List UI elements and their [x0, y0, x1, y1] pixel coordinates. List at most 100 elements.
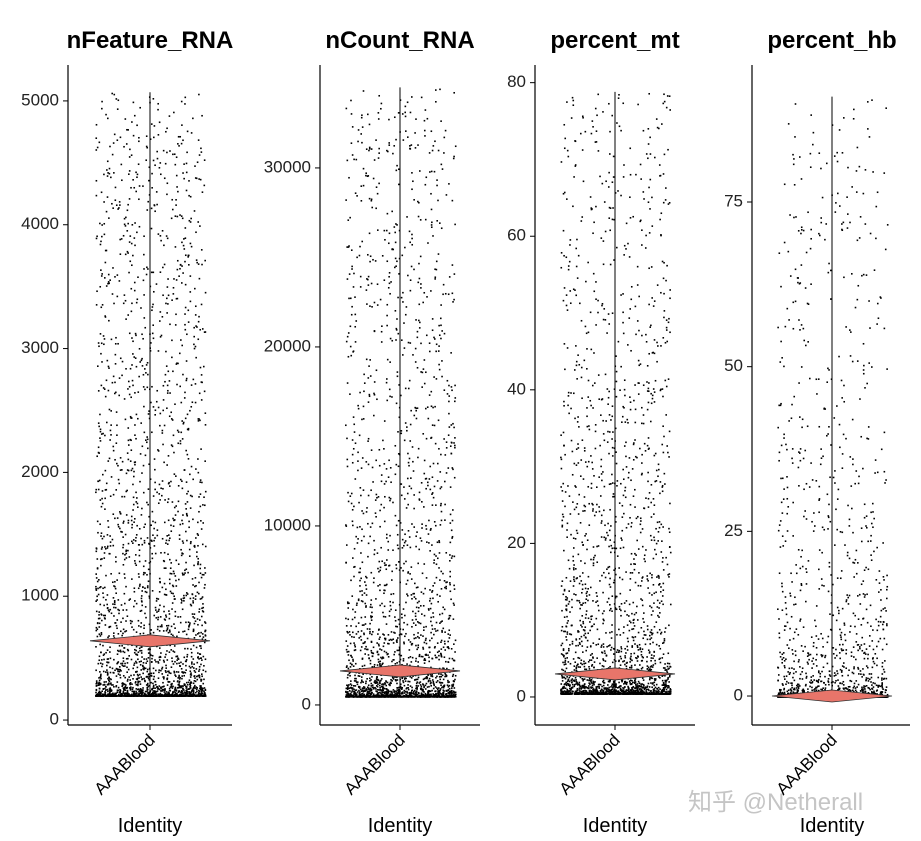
jitter-point	[406, 429, 408, 432]
jitter-point	[177, 442, 180, 445]
jitter-point	[131, 467, 134, 470]
jitter-point	[99, 440, 102, 442]
jitter-point	[384, 238, 386, 241]
jitter-point	[107, 609, 110, 611]
jitter-point	[405, 560, 407, 563]
jitter-point	[359, 391, 361, 394]
jitter-point	[383, 650, 386, 653]
jitter-point	[395, 169, 398, 172]
jitter-point	[199, 493, 202, 495]
jitter-point	[346, 684, 348, 687]
jitter-point	[365, 689, 368, 691]
jitter-point	[416, 586, 419, 589]
jitter-point	[127, 519, 130, 522]
jitter-point	[139, 664, 142, 666]
jitter-point	[158, 659, 161, 661]
jitter-point	[354, 662, 357, 665]
jitter-point	[192, 117, 194, 120]
jitter-point	[402, 354, 404, 356]
jitter-point	[181, 241, 183, 244]
jitter-point	[160, 624, 163, 626]
jitter-point	[123, 217, 126, 220]
jitter-point	[411, 96, 413, 98]
jitter-point	[179, 442, 182, 445]
jitter-point	[354, 313, 357, 316]
jitter-point	[416, 366, 419, 369]
jitter-point	[120, 163, 123, 166]
jitter-point	[199, 572, 202, 575]
jitter-point	[373, 392, 375, 395]
jitter-point	[416, 688, 418, 690]
jitter-point	[116, 579, 118, 581]
jitter-point	[350, 684, 353, 687]
jitter-point	[425, 577, 428, 579]
jitter-point	[442, 694, 445, 697]
jitter-point	[165, 614, 167, 617]
jitter-point	[172, 525, 175, 527]
jitter-point	[200, 528, 203, 530]
jitter-point	[130, 242, 133, 245]
jitter-point	[392, 638, 395, 641]
jitter-point	[438, 654, 440, 657]
jitter-point	[370, 689, 373, 692]
jitter-point	[379, 665, 381, 667]
jitter-point	[129, 679, 131, 681]
jitter-point	[117, 608, 119, 611]
jitter-point	[161, 537, 164, 540]
jitter-point	[177, 695, 179, 697]
jitter-point	[151, 657, 153, 660]
jitter-point	[142, 689, 144, 691]
jitter-point	[450, 424, 453, 426]
jitter-point	[394, 241, 397, 244]
jitter-point	[154, 680, 156, 683]
jitter-point	[409, 145, 411, 147]
jitter-point	[406, 544, 409, 547]
jitter-point	[379, 660, 382, 663]
jitter-point	[176, 429, 179, 432]
jitter-point	[122, 665, 125, 667]
jitter-point	[197, 534, 200, 536]
jitter-point	[416, 531, 418, 533]
jitter-point	[108, 695, 111, 697]
jitter-point	[174, 691, 176, 694]
jitter-point	[360, 185, 363, 187]
jitter-point	[105, 695, 107, 697]
jitter-point	[149, 138, 152, 140]
jitter-point	[155, 400, 158, 403]
jitter-point	[379, 686, 381, 689]
jitter-point	[126, 209, 129, 212]
jitter-point	[361, 418, 363, 421]
jitter-point	[376, 664, 379, 666]
jitter-point	[170, 666, 173, 669]
jitter-point	[367, 253, 369, 256]
jitter-point	[448, 657, 451, 660]
jitter-point	[440, 304, 442, 306]
jitter-point	[147, 673, 150, 676]
jitter-point	[168, 613, 171, 615]
jitter-point	[145, 372, 147, 374]
jitter-point	[411, 625, 413, 628]
jitter-point	[125, 549, 128, 552]
jitter-point	[142, 586, 144, 588]
jitter-point	[425, 334, 428, 337]
jitter-point	[346, 278, 349, 280]
jitter-point	[188, 180, 190, 182]
jitter-point	[114, 622, 117, 624]
jitter-point	[145, 364, 148, 366]
jitter-point	[99, 662, 102, 665]
jitter-point	[440, 502, 442, 505]
jitter-point	[127, 649, 130, 652]
jitter-point	[454, 695, 457, 698]
jitter-point	[369, 695, 372, 698]
jitter-point	[104, 395, 107, 398]
jitter-point	[188, 626, 190, 628]
jitter-point	[121, 644, 123, 647]
jitter-point	[104, 624, 107, 626]
jitter-point	[170, 530, 173, 533]
jitter-point	[409, 692, 411, 695]
jitter-point	[153, 675, 155, 678]
jitter-point	[166, 297, 168, 300]
jitter-point	[143, 571, 145, 574]
jitter-point	[199, 178, 202, 181]
jitter-point	[177, 677, 180, 679]
